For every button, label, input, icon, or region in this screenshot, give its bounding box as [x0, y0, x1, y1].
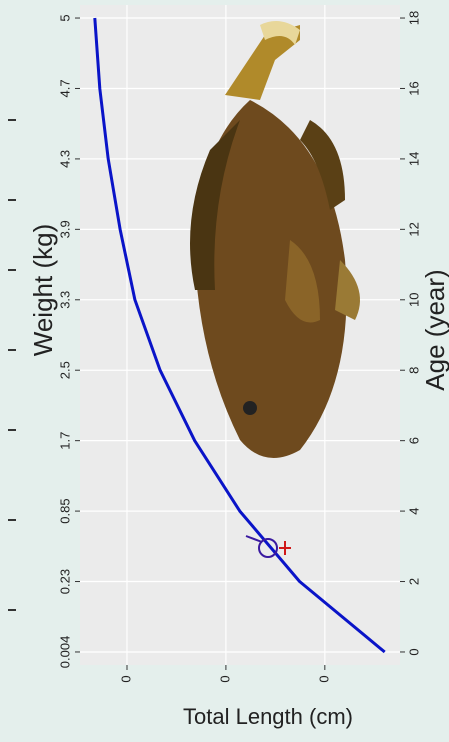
- x-tick-label: 16: [406, 81, 421, 95]
- y-tick-label: 0: [217, 675, 232, 682]
- x-tick-label: 2: [406, 578, 421, 585]
- x2-tick-label: 3.9: [57, 220, 72, 238]
- weight-axis-title: Weight (kg): [28, 224, 58, 356]
- x-axis-title: Age (year): [420, 269, 449, 390]
- x-tick-label: 4: [406, 507, 421, 514]
- y-axis-title: Total Length (cm): [183, 704, 353, 729]
- fish: [190, 21, 360, 458]
- x-tick-label: 14: [406, 152, 421, 166]
- x-tick-label: 12: [406, 222, 421, 236]
- x-tick-label: 6: [406, 437, 421, 444]
- x2-tick-label: 4.3: [57, 150, 72, 168]
- left-marks: [8, 119, 16, 611]
- data-line: [93, 17, 386, 654]
- x-tick-label: 18: [406, 11, 421, 25]
- x2-tick-label: 0.85: [57, 498, 72, 523]
- x2-tick-label: 5: [57, 14, 72, 21]
- x-tick-label: 0: [406, 648, 421, 655]
- x2-tick-label: 0.23: [57, 569, 72, 594]
- y-tick-label: 0: [118, 675, 133, 682]
- x-tick-label: 10: [406, 293, 421, 307]
- x2-tick-label: 4.7: [57, 79, 72, 97]
- y-tick-label: 0: [316, 675, 331, 682]
- x2-tick-label: 2.5: [57, 361, 72, 379]
- sex-symbol: [245, 535, 291, 558]
- x2-tick-label: 3.3: [57, 291, 72, 309]
- x2-tick-label: 0.004: [57, 636, 72, 669]
- x2-tick-label: 1.7: [57, 432, 72, 450]
- x-tick-label: 8: [406, 367, 421, 374]
